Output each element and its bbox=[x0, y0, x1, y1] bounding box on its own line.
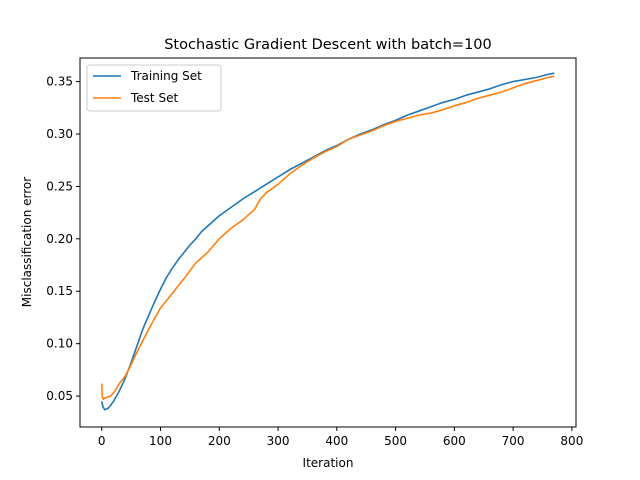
x-tick-label: 300 bbox=[267, 434, 290, 448]
x-tick-label: 200 bbox=[208, 434, 231, 448]
y-tick-label: 0.15 bbox=[46, 284, 73, 298]
plot-frame bbox=[79, 57, 577, 428]
x-tick-label: 400 bbox=[325, 434, 348, 448]
chart-title: Stochastic Gradient Descent with batch=1… bbox=[164, 37, 492, 53]
x-tick-label: 700 bbox=[502, 434, 525, 448]
y-tick-label: 0.30 bbox=[46, 127, 73, 141]
series-line-training-set bbox=[100, 72, 555, 411]
x-tick-label: 800 bbox=[560, 434, 583, 448]
y-tick-label: 0.25 bbox=[46, 179, 73, 193]
legend-label: Training Set bbox=[130, 69, 202, 83]
y-tick-label: 0.20 bbox=[46, 232, 73, 246]
y-axis: 0.05 0.10 0.15 0.20 0.25 0.30 0.35 bbox=[46, 75, 80, 403]
y-tick-label: 0.05 bbox=[46, 389, 73, 403]
y-tick-label: 0.35 bbox=[46, 75, 73, 89]
legend: Training Set Test Set bbox=[86, 64, 222, 112]
x-tick-label: 600 bbox=[443, 434, 466, 448]
y-axis-title: Misclassification error bbox=[20, 177, 34, 307]
legend-label: Test Set bbox=[130, 91, 178, 105]
x-tick-label: 100 bbox=[149, 434, 172, 448]
plot-area bbox=[100, 72, 555, 411]
series-line-test-set bbox=[100, 75, 555, 401]
x-tick-label: 0 bbox=[98, 434, 106, 448]
x-tick-label: 500 bbox=[384, 434, 407, 448]
y-tick-label: 0.10 bbox=[46, 337, 73, 351]
x-axis-title: Iteration bbox=[303, 456, 354, 470]
x-axis: 0 100 200 300 400 500 600 700 800 bbox=[98, 427, 583, 448]
